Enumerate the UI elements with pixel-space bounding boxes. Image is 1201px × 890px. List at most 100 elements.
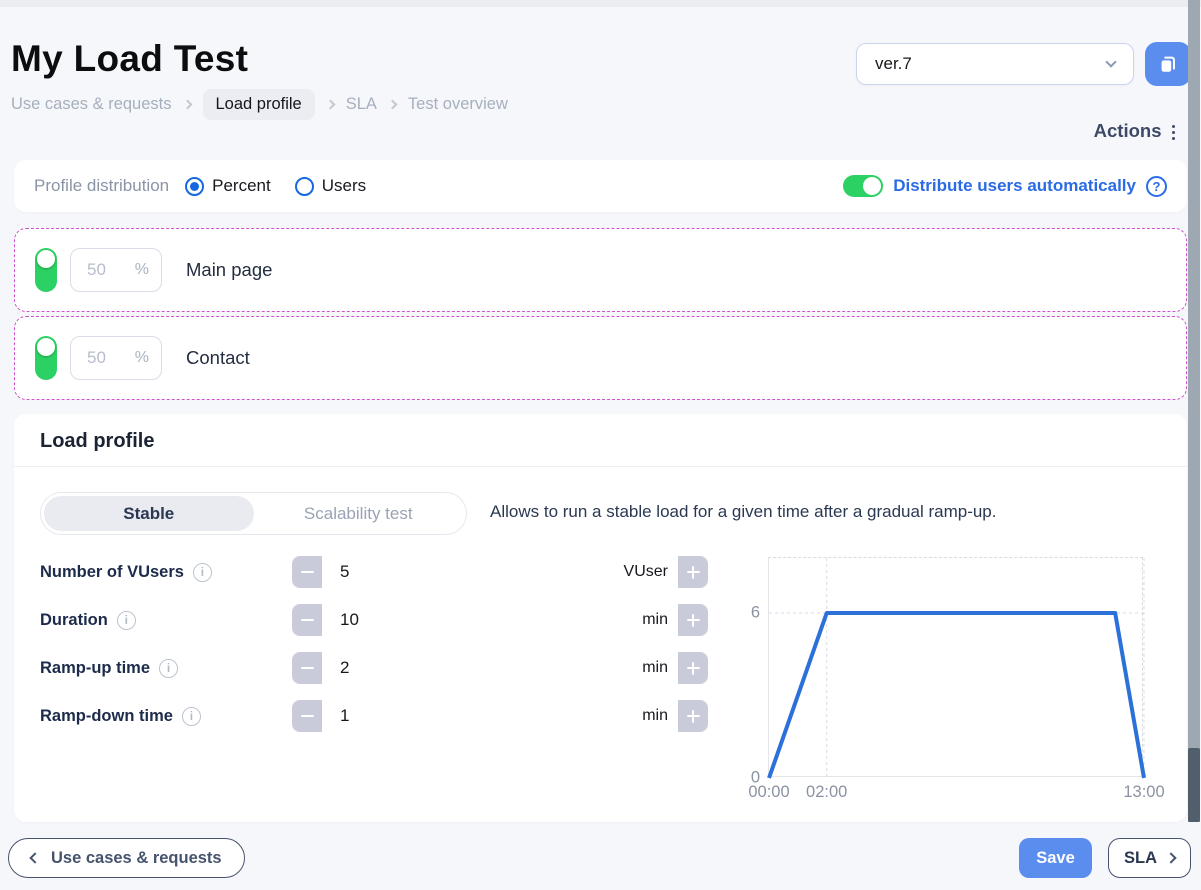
- breadcrumb-sla[interactable]: SLA: [345, 95, 377, 113]
- percent-unit-label: %: [134, 349, 149, 366]
- minus-icon: [300, 666, 314, 670]
- toggle-knob: [37, 250, 55, 268]
- chart-canvas: [767, 558, 1146, 779]
- plus-icon: [686, 709, 700, 723]
- tab-stable[interactable]: Stable: [44, 496, 254, 531]
- duration-stepper: min: [292, 604, 708, 636]
- plus-icon: [686, 661, 700, 675]
- auto-distribute-toggle[interactable]: [843, 175, 884, 197]
- info-icon[interactable]: i: [181, 706, 201, 726]
- top-edge-strip: [0, 0, 1201, 7]
- actions-menu-button[interactable]: Actions: [1094, 120, 1175, 142]
- ramp-up-input[interactable]: [340, 658, 643, 678]
- duration-input[interactable]: [340, 610, 643, 630]
- breadcrumb-test-overview[interactable]: Test overview: [407, 95, 508, 113]
- tab-scalability-test[interactable]: Scalability test: [303, 503, 413, 523]
- toggle-knob: [863, 177, 882, 195]
- field-row-duration: Duration i min: [40, 604, 708, 636]
- divider: [14, 466, 1187, 467]
- load-profile-line: [767, 611, 1146, 779]
- field-label: Ramp-down time: [40, 706, 173, 725]
- field-label: Number of VUsers: [40, 562, 184, 581]
- help-icon[interactable]: ?: [1146, 175, 1167, 197]
- y-tick-label: 0: [750, 768, 760, 787]
- copy-icon: [1161, 56, 1175, 72]
- x-tick-label: 13:00: [1123, 783, 1165, 801]
- decrement-button[interactable]: [292, 556, 322, 588]
- load-profile-card: Load profile Stable Scalability test All…: [14, 414, 1187, 822]
- sla-next-button[interactable]: SLA: [1108, 838, 1191, 878]
- chevron-right-icon: [1165, 852, 1177, 864]
- field-label: Ramp-up time: [40, 658, 151, 677]
- toggle-knob: [37, 338, 55, 356]
- percent-input-wrap: %: [70, 248, 162, 292]
- breadcrumb-use-cases-requests[interactable]: Use cases & requests: [11, 95, 172, 113]
- version-select[interactable]: ver.7: [856, 43, 1134, 85]
- profile-distribution-label: Profile distribution: [34, 176, 170, 195]
- percent-input-wrap: %: [70, 336, 162, 380]
- info-icon[interactable]: i: [116, 610, 136, 630]
- field-row-ramp-down-time: Ramp-down time i min: [40, 700, 708, 732]
- decrement-button[interactable]: [292, 700, 322, 732]
- percent-input[interactable]: [87, 260, 127, 280]
- stepper-field: min: [322, 652, 678, 684]
- increment-button[interactable]: [678, 604, 708, 636]
- use-case-name: Main page: [186, 259, 273, 280]
- chevron-down-icon: [1105, 56, 1117, 68]
- auto-distribute-group: Distribute users automatically ?: [843, 175, 1167, 197]
- number-of-vusers-input[interactable]: [340, 562, 624, 582]
- radio-percent[interactable]: Percent: [185, 176, 271, 196]
- decrement-button[interactable]: [292, 604, 322, 636]
- minus-icon: [300, 714, 314, 718]
- profile-distribution-card: Profile distribution Percent Users Distr…: [14, 160, 1187, 212]
- unit-label: VUser: [623, 563, 668, 580]
- copy-version-button[interactable]: [1145, 42, 1191, 86]
- radio-unselected-icon: [294, 176, 314, 196]
- unit-label: min: [642, 611, 668, 628]
- field-label: Duration: [40, 610, 108, 629]
- sla-button-label: SLA: [1124, 848, 1157, 867]
- vusers-stepper: VUser: [292, 556, 708, 588]
- minus-icon: [300, 618, 314, 622]
- percent-input[interactable]: [87, 348, 127, 368]
- use-case-name: Contact: [186, 347, 250, 368]
- back-to-use-cases-button[interactable]: Use cases & requests: [8, 838, 245, 878]
- minus-icon: [300, 570, 314, 574]
- ramp-down-input[interactable]: [340, 706, 643, 726]
- radio-selected-icon: [185, 176, 205, 196]
- load-profile-title: Load profile: [40, 430, 155, 452]
- x-tick-label: 00:00: [748, 783, 790, 801]
- field-row-number-of-vusers: Number of VUsers i VUser: [40, 556, 708, 588]
- x-tick-label: 02:00: [806, 783, 848, 801]
- save-button[interactable]: Save: [1019, 838, 1092, 878]
- increment-button[interactable]: [678, 700, 708, 732]
- increment-button[interactable]: [678, 556, 708, 588]
- stepper-field: min: [322, 700, 678, 732]
- scrollbar-thumb[interactable]: [1188, 748, 1200, 822]
- info-icon[interactable]: i: [159, 658, 179, 678]
- load-profile-chart: 0 6 00:00 02:00 13:00: [748, 557, 1165, 801]
- breadcrumb-load-profile[interactable]: Load profile: [202, 89, 315, 120]
- ramp-up-stepper: min: [292, 652, 708, 684]
- use-case-toggle[interactable]: [35, 248, 57, 292]
- auto-distribute-label: Distribute users automatically: [893, 176, 1136, 195]
- radio-users[interactable]: Users: [294, 176, 366, 196]
- unit-label: min: [642, 707, 668, 724]
- plus-icon: [686, 613, 700, 627]
- breadcrumb: Use cases & requests Load profile SLA Te…: [11, 89, 508, 120]
- unit-label: min: [642, 659, 668, 676]
- increment-button[interactable]: [678, 652, 708, 684]
- back-button-label: Use cases & requests: [51, 848, 222, 867]
- page-title: My Load Test: [11, 38, 249, 79]
- actions-label: Actions: [1093, 120, 1162, 141]
- field-row-ramp-up-time: Ramp-up time i min: [40, 652, 708, 684]
- use-case-row-main-page: % Main page: [14, 228, 1187, 312]
- vertical-scrollbar[interactable]: [1188, 0, 1200, 822]
- decrement-button[interactable]: [292, 652, 322, 684]
- info-icon[interactable]: i: [192, 562, 212, 582]
- chevron-left-icon: [29, 852, 41, 864]
- chevron-right-icon: [182, 99, 192, 110]
- use-case-toggle[interactable]: [35, 336, 57, 380]
- y-tick-label: 6: [750, 603, 760, 622]
